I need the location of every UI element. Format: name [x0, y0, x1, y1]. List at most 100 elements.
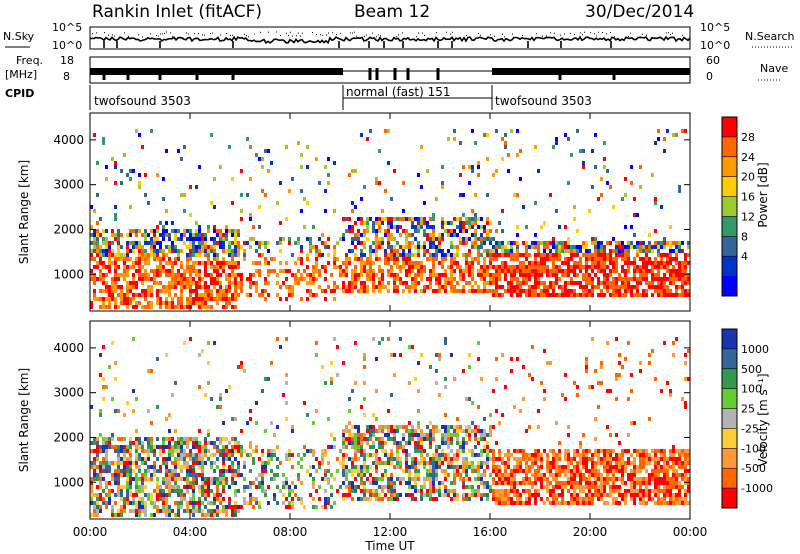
heatmap-cell: [504, 253, 507, 257]
heatmap-cell: [384, 253, 387, 257]
heatmap-cell: [135, 437, 138, 441]
heatmap-cell: [498, 221, 501, 225]
heatmap-cell: [288, 493, 291, 497]
heatmap-cell: [174, 485, 177, 489]
heatmap-cell: [360, 477, 363, 481]
heatmap-cell: [474, 237, 477, 241]
heatmap-cell: [258, 501, 261, 505]
heatmap-cell: [534, 481, 537, 485]
heatmap-cell: [678, 493, 681, 497]
heatmap-cell: [492, 257, 495, 261]
heatmap-cell: [576, 265, 579, 269]
heatmap-cell: [126, 449, 129, 453]
heatmap-cell: [504, 265, 507, 269]
heatmap-cell: [354, 469, 357, 473]
heatmap-cell: [129, 205, 132, 209]
heatmap-cell: [381, 269, 384, 273]
heatmap-cell: [351, 237, 354, 241]
heatmap-cell: [477, 249, 480, 253]
heatmap-cell: [102, 385, 105, 389]
heatmap-cell: [519, 177, 522, 181]
heatmap-cell: [93, 277, 96, 281]
heatmap-cell: [423, 285, 426, 289]
heatmap-cell: [270, 469, 273, 473]
heatmap-cell: [444, 453, 447, 457]
heatmap-cell: [648, 245, 651, 249]
freq-left-tick-bottom: 8: [63, 70, 70, 83]
heatmap-cell: [639, 453, 642, 457]
heatmap-cell: [105, 453, 108, 457]
heatmap-cell: [93, 241, 96, 245]
heatmap-cell: [516, 277, 519, 281]
heatmap-cell: [579, 461, 582, 465]
heatmap-cell: [396, 249, 399, 253]
heatmap-cell: [558, 473, 561, 477]
heatmap-cell: [678, 277, 681, 281]
heatmap-cell: [660, 469, 663, 473]
heatmap-cell: [525, 245, 528, 249]
heatmap-cell: [237, 261, 240, 265]
heatmap-cell: [351, 489, 354, 493]
heatmap-cell: [567, 257, 570, 261]
heatmap-cell: [360, 405, 363, 409]
heatmap-cell: [360, 441, 363, 445]
heatmap-cell: [351, 289, 354, 293]
heatmap-cell: [210, 477, 213, 481]
heatmap-cell: [390, 461, 393, 465]
heatmap-cell: [642, 257, 645, 261]
heatmap-cell: [234, 445, 237, 449]
heatmap-cell: [117, 273, 120, 277]
heatmap-cell: [447, 461, 450, 465]
heatmap-cell: [633, 485, 636, 489]
heatmap-cell: [372, 481, 375, 485]
heatmap-cell: [531, 493, 534, 497]
heatmap-cell: [165, 445, 168, 449]
heatmap-cell: [573, 465, 576, 469]
heatmap-cell: [144, 261, 147, 265]
heatmap-cell: [381, 277, 384, 281]
heatmap-cell: [603, 469, 606, 473]
heatmap-cell: [621, 281, 624, 285]
heatmap-cell: [351, 433, 354, 437]
heatmap-cell: [438, 285, 441, 289]
heatmap-cell: [654, 241, 657, 245]
heatmap-cell: [672, 133, 675, 137]
heatmap-cell: [513, 449, 516, 453]
heatmap-cell: [489, 277, 492, 281]
heatmap-cell: [525, 497, 528, 501]
heatmap-cell: [270, 453, 273, 457]
heatmap-cell: [363, 245, 366, 249]
heatmap-cell: [351, 437, 354, 441]
heatmap-cell: [291, 289, 294, 293]
heatmap-cell: [432, 269, 435, 273]
heatmap-cell: [216, 277, 219, 281]
heatmap-cell: [189, 273, 192, 277]
heatmap-cell: [375, 429, 378, 433]
colorbar-tick-label: 12: [741, 210, 755, 223]
heatmap-cell: [369, 437, 372, 441]
heatmap-cell: [513, 253, 516, 257]
heatmap-cell: [96, 261, 99, 265]
heatmap-cell: [297, 241, 300, 245]
heatmap-cell: [381, 241, 384, 245]
heatmap-cell: [399, 461, 402, 465]
heatmap-cell: [117, 241, 120, 245]
heatmap-cell: [642, 265, 645, 269]
nsky-label: N.Sky: [3, 30, 35, 43]
heatmap-cell: [408, 285, 411, 289]
heatmap-cell: [687, 461, 690, 465]
heatmap-cell: [327, 417, 330, 421]
heatmap-cell: [105, 445, 108, 449]
heatmap-cell: [312, 485, 315, 489]
heatmap-cell: [417, 253, 420, 257]
heatmap-cell: [519, 409, 522, 413]
heatmap-cell: [456, 425, 459, 429]
heatmap-cell: [432, 469, 435, 473]
heatmap-cell: [261, 157, 264, 161]
heatmap-cell: [372, 249, 375, 253]
heatmap-cell: [141, 505, 144, 509]
heatmap-cell: [459, 277, 462, 281]
heatmap-cell: [540, 473, 543, 477]
heatmap-cell: [369, 473, 372, 477]
heatmap-cell: [108, 497, 111, 501]
